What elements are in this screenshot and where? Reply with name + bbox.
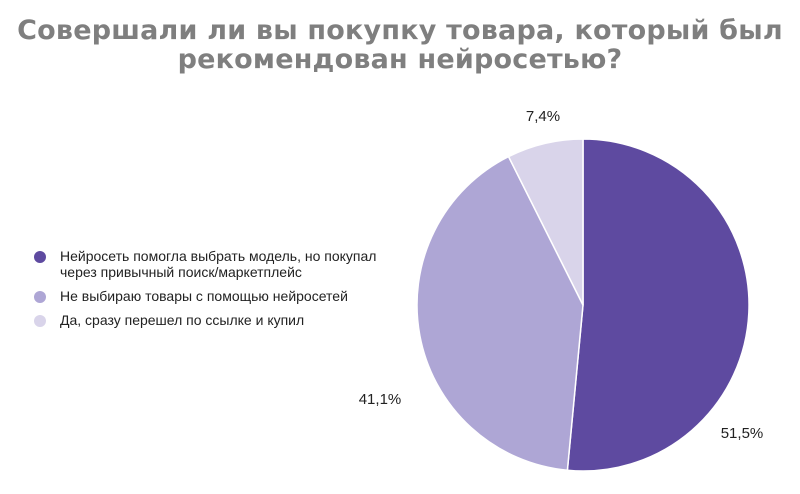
legend-label: Не выбираю товары с помощью нейросетей [60,288,348,304]
legend-swatch [34,315,46,327]
legend-label: Нейросеть помогла выбрать модель, но пок… [60,248,377,280]
pie-value-label-1: 41,1% [359,391,402,408]
pie-slice-1 [416,155,584,472]
legend: Нейросеть помогла выбрать модель, но пок… [34,248,394,336]
legend-label: Да, сразу перешел по ссылке и купил [60,312,305,328]
legend-swatch [34,291,46,303]
legend-item-helped-chose: Нейросеть помогла выбрать модель, но пок… [34,248,394,280]
pie-value-label-2: 7,4% [526,108,560,125]
chart-title: Совершали ли вы покупку товара, который … [17,15,783,75]
pie-value-labels: 51,5% 41,1% 7,4% [359,108,764,442]
pie-slices [416,138,750,472]
pie-value-label-0: 51,5% [721,425,764,442]
legend-item-bought-by-link: Да, сразу перешел по ссылке и купил [34,312,394,328]
legend-swatch [34,251,46,263]
pie-slice-2 [507,138,584,306]
legend-item-not-using: Не выбираю товары с помощью нейросетей [34,288,394,304]
pie-slice-0 [566,138,750,472]
